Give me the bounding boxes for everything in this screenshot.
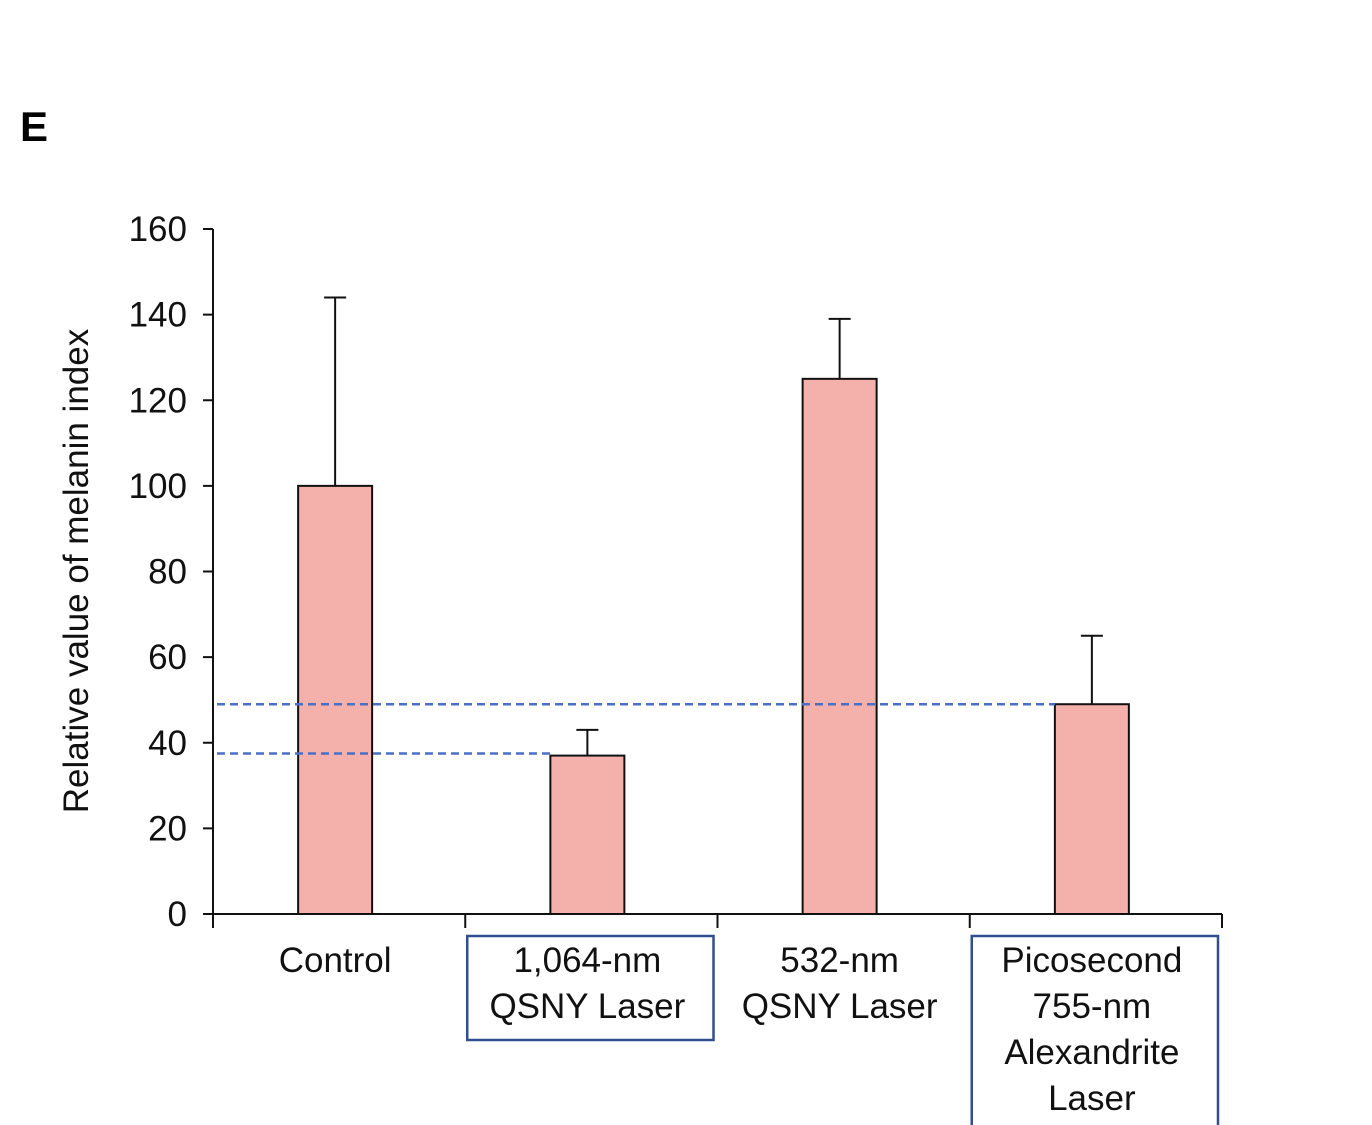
y-axis-label: Relative value of melanin index: [57, 328, 96, 813]
y-tick-label: 20: [148, 809, 187, 848]
y-ticks: 0 20 40 60 80 100 120 140 160: [129, 210, 213, 934]
x-tick-label-line: QSNY Laser: [489, 987, 685, 1026]
panel-label: E: [20, 103, 49, 150]
x-tick-label: Picosecond 755-nm Alexandrite Laser: [970, 934, 1220, 1125]
y-tick-label: 160: [129, 210, 187, 249]
y-tick-label: 80: [148, 553, 187, 592]
x-tick-label-line: QSNY Laser: [742, 987, 938, 1026]
bar: [297, 484, 374, 915]
x-tick-label-line: Control: [279, 941, 392, 980]
category-highlight-box: [970, 934, 1220, 1125]
x-tick-label-line: Picosecond: [1001, 941, 1182, 980]
bars: [297, 377, 1130, 915]
x-tick-label-line: Laser: [1048, 1079, 1136, 1118]
x-tick-label-line: Alexandrite: [1004, 1033, 1179, 1072]
bar: [549, 754, 626, 915]
y-tick-label: 60: [148, 638, 187, 677]
x-tick-labels: Control 1,064-nm QSNY Laser 532-nm QSNY Lase…: [279, 934, 1220, 1125]
y-tick-label: 100: [129, 467, 187, 506]
x-tick-label: Control: [279, 941, 392, 980]
error-bars: [324, 296, 1103, 756]
x-axis: [212, 913, 1223, 928]
x-tick-label-line: 755-nm: [1033, 987, 1152, 1026]
bar: [1053, 703, 1130, 915]
category-highlight-box: [466, 934, 715, 1042]
bar: [801, 377, 878, 915]
x-tick-label-line: 532-nm: [780, 941, 899, 980]
y-tick-label: 140: [129, 296, 187, 335]
x-tick-label: 1,064-nm QSNY Laser: [466, 934, 715, 1042]
y-tick-label: 40: [148, 724, 187, 763]
x-tick-label-line: 1,064-nm: [513, 941, 661, 980]
y-tick-label: 120: [129, 381, 187, 420]
reference-lines: [217, 702, 1055, 755]
x-tick-label: 532-nm QSNY Laser: [742, 941, 938, 1026]
y-tick-label: 0: [168, 895, 187, 934]
